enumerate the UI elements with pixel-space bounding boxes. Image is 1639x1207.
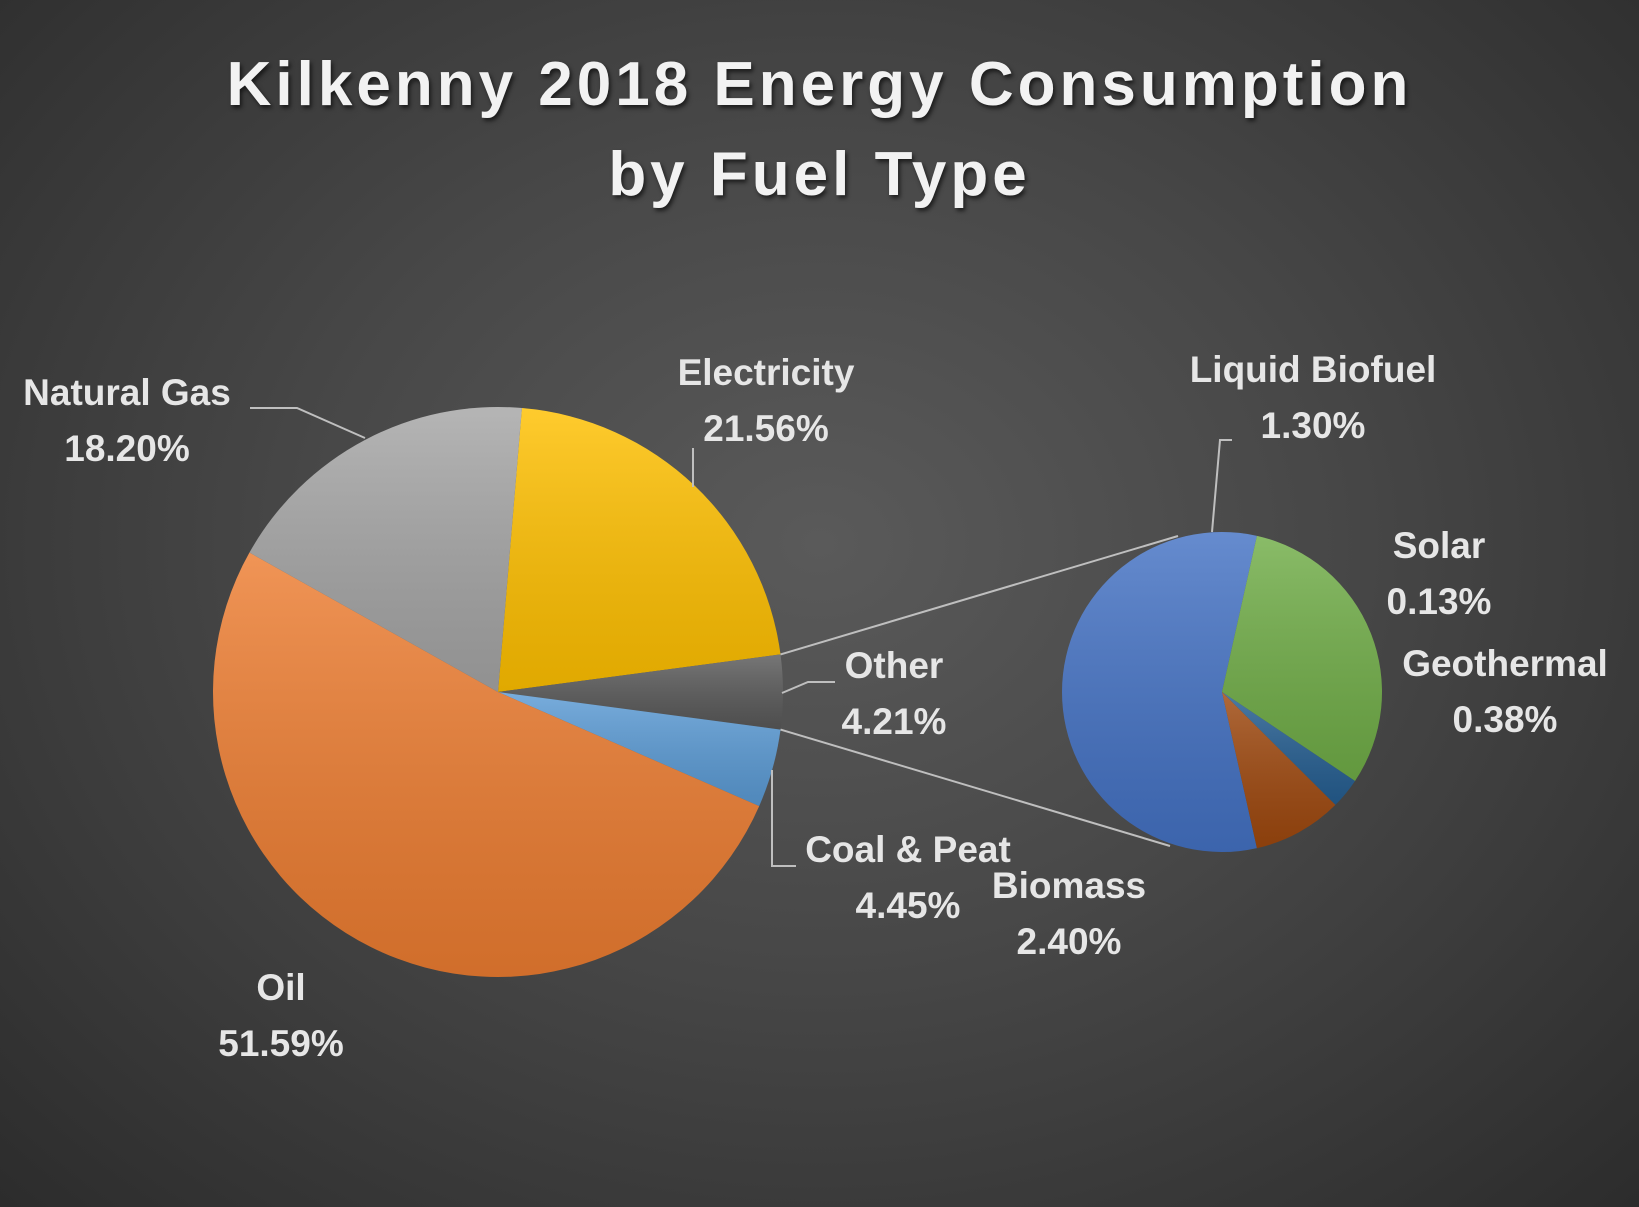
label-geothermal-value: 0.38% <box>1452 699 1558 740</box>
sub-slice-biomass-shading <box>1062 532 1257 852</box>
label-coal-peat-value: 4.45% <box>855 885 961 926</box>
label-liquid-biofuel: Liquid Biofuel 1.30% <box>1190 342 1437 454</box>
chart-title-line-2: by Fuel Type <box>608 140 1031 209</box>
label-other-name: Other <box>844 645 944 686</box>
chart-title-line-1: Kilkenny 2018 Energy Consumption <box>226 50 1413 119</box>
label-oil-value: 51.59% <box>218 1023 344 1064</box>
label-biomass-name: Biomass <box>991 865 1147 906</box>
chart-title: Kilkenny 2018 Energy Consumption by Fuel… <box>0 40 1639 220</box>
label-oil: Oil 51.59% <box>218 960 344 1072</box>
label-solar: Solar 0.13% <box>1387 518 1492 630</box>
secondary-pie <box>1062 532 1382 852</box>
slice-other-shading <box>498 654 783 730</box>
label-coal-peat-name: Coal & Peat <box>805 829 1011 870</box>
label-natural-gas: Natural Gas 18.20% <box>23 365 231 477</box>
sub-slice-liquid-biofuel-shading <box>1222 535 1382 781</box>
label-coal-peat: Coal & Peat 4.45% <box>805 822 1011 934</box>
label-electricity-name: Electricity <box>677 352 855 393</box>
slice-oil-shading <box>213 552 760 977</box>
leader-natural-gas <box>250 407 366 439</box>
label-solar-value: 0.13% <box>1386 581 1492 622</box>
connector-lines <box>780 535 1179 847</box>
label-electricity-value: 21.56% <box>703 408 829 449</box>
label-solar-name: Solar <box>1392 525 1486 566</box>
leader-lines <box>250 407 1232 867</box>
sub-slice-solar-shading <box>1222 692 1355 805</box>
slice-natural-gas-shading <box>249 407 522 692</box>
label-biomass: Biomass 2.40% <box>992 858 1146 970</box>
connector-line-top <box>780 535 1179 656</box>
label-biomass-value: 2.40% <box>1016 921 1122 962</box>
label-natural-gas-name: Natural Gas <box>23 372 231 413</box>
label-electricity: Electricity 21.56% <box>678 345 855 457</box>
label-geothermal: Geothermal 0.38% <box>1402 636 1608 748</box>
connector-line-bottom <box>780 728 1171 847</box>
leader-liquid-biofuel <box>1211 439 1232 533</box>
leader-coal-peat <box>771 770 796 867</box>
label-natural-gas-value: 18.20% <box>64 428 190 469</box>
label-liquid-biofuel-value: 1.30% <box>1260 405 1366 446</box>
label-liquid-biofuel-name: Liquid Biofuel <box>1189 349 1437 390</box>
leader-other <box>781 681 835 694</box>
main-pie <box>213 407 783 977</box>
label-other: Other 4.21% <box>842 638 947 750</box>
label-oil-name: Oil <box>256 967 306 1008</box>
label-geothermal-name: Geothermal <box>1402 643 1608 684</box>
slice-electricity-shading <box>498 408 781 692</box>
label-other-value: 4.21% <box>841 701 947 742</box>
sub-slice-geothermal-shading <box>1222 692 1336 849</box>
slice-coal-peat-shading <box>498 692 781 807</box>
